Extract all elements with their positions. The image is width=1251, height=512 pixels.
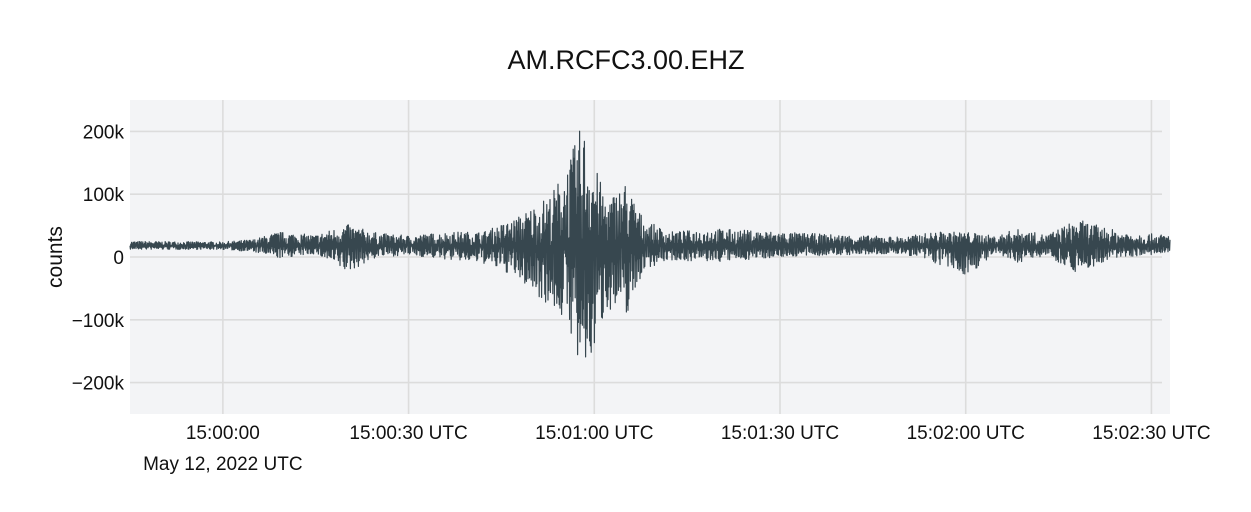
- y-axis-label: counts: [44, 226, 67, 288]
- chart-title: AM.RCFC3.00.EHZ: [507, 45, 744, 75]
- x-tick-label: 15:02:00 UTC: [907, 423, 1025, 444]
- y-tick-label: 200k: [83, 122, 125, 143]
- x-tick-label: 15:01:30 UTC: [721, 423, 839, 444]
- y-tick-label: −200k: [72, 374, 125, 395]
- x-axis-ticks: 15:00:00 May 12, 2022 UTC 15:00:30 UTC 15:0…: [143, 423, 1210, 475]
- y-axis-ticks: 200k 100k 0 −100k −200k: [72, 122, 125, 394]
- waveform-trace: [129, 130, 1171, 358]
- trace-layer: [129, 130, 1171, 358]
- y-tick-label: −100k: [72, 311, 125, 332]
- x-tick-label: 15:02:30 UTC: [1092, 423, 1210, 444]
- x-tick-label: 15:00:00: [186, 423, 260, 444]
- y-tick-label: 0: [113, 248, 124, 269]
- x-tick-date-label: May 12, 2022 UTC: [143, 454, 302, 475]
- y-tick-label: 100k: [83, 185, 125, 206]
- x-tick-label: 15:01:00 UTC: [535, 423, 653, 444]
- x-tick-label: 15:00:30 UTC: [349, 423, 467, 444]
